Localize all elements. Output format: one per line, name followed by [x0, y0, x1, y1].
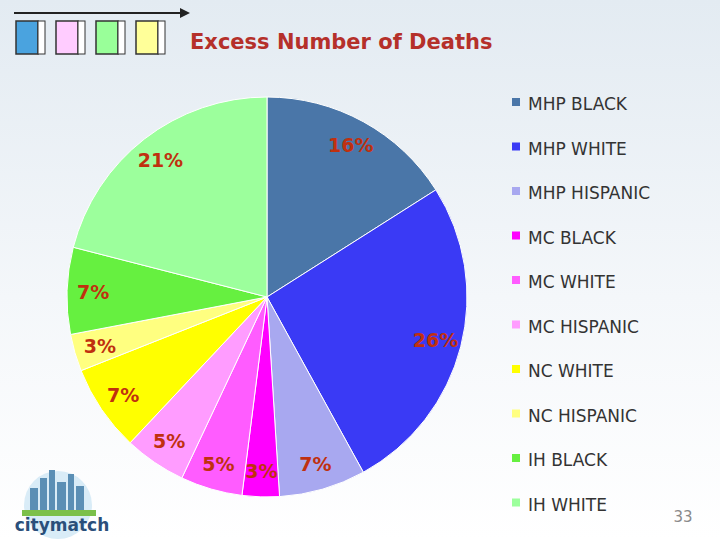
data-label: 21%: [138, 149, 183, 171]
logo: citymatch: [15, 470, 110, 539]
header-decoration: [14, 8, 190, 54]
chart-title: Excess Number of Deaths: [190, 30, 492, 54]
legend-label: NC HISPANIC: [528, 406, 637, 426]
data-label: 5%: [153, 430, 185, 452]
legend-swatch: [512, 321, 520, 329]
data-label: 16%: [328, 134, 373, 156]
legend-swatch: [512, 365, 520, 373]
data-label: 7%: [107, 384, 139, 406]
legend-swatch: [512, 410, 520, 418]
legend-label: MC WHITE: [528, 272, 616, 292]
legend-swatch: [512, 454, 520, 462]
header-square-edge: [158, 21, 165, 54]
legend-label: MHP HISPANIC: [528, 183, 650, 203]
header-square: [16, 21, 38, 54]
pie: [67, 97, 467, 497]
header-square: [136, 21, 158, 54]
legend-swatch: [512, 232, 520, 240]
legend-label: IH BLACK: [528, 450, 608, 470]
pie-slice: [73, 97, 267, 297]
logo-building: [76, 486, 84, 510]
data-label: 5%: [202, 453, 234, 475]
data-label: 7%: [77, 281, 109, 303]
legend-label: MC HISPANIC: [528, 317, 639, 337]
legend-label: IH WHITE: [528, 495, 607, 515]
legend-label: MHP WHITE: [528, 139, 627, 159]
data-label: 7%: [299, 453, 331, 475]
legend: MHP BLACK MHP WHITE MHP HISPANIC MC BLACK MC…: [512, 94, 650, 515]
pie-slice: [267, 297, 363, 497]
header-square-edge: [118, 21, 125, 54]
legend-swatch: [512, 276, 520, 284]
data-label: 3%: [245, 460, 277, 482]
header-square: [96, 21, 118, 54]
legend-swatch: [512, 98, 520, 106]
page-number: 33: [673, 508, 692, 526]
logo-text: citymatch: [15, 515, 110, 535]
header-square-edge: [78, 21, 85, 54]
legend-swatch: [512, 187, 520, 195]
legend-label: MHP BLACK: [528, 94, 628, 114]
legend-label: MC BLACK: [528, 228, 617, 248]
header-square-edge: [38, 21, 45, 54]
legend-label: NC WHITE: [528, 361, 614, 381]
logo-building: [57, 482, 66, 510]
logo-building: [40, 478, 47, 510]
data-label: 3%: [84, 335, 116, 357]
header-arrow-line: [14, 12, 180, 14]
legend-swatch: [512, 499, 520, 507]
header-arrow-head: [180, 8, 190, 18]
legend-swatch: [512, 143, 520, 151]
slide: Excess Number of Deaths 16% 26% 7% 3% 5% 5% 7% 3…: [0, 0, 720, 540]
data-labels: 16% 26% 7% 3% 5% 5% 7% 3% 7% 21%: [77, 134, 458, 482]
logo-building: [68, 474, 74, 510]
logo-building: [30, 488, 38, 510]
header-square: [56, 21, 78, 54]
data-label: 26%: [413, 329, 458, 351]
logo-building: [49, 470, 55, 510]
